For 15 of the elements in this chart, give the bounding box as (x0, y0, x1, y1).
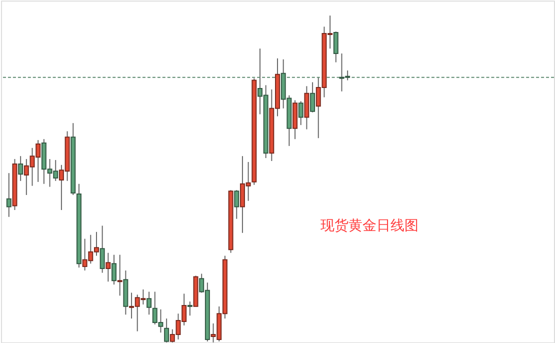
candlestick (298, 100, 304, 126)
candlestick (146, 291, 152, 316)
candlestick (117, 254, 122, 296)
candlestick (187, 301, 192, 316)
candlestick (112, 254, 116, 286)
candlestick (106, 252, 111, 282)
candlestick (310, 82, 316, 113)
candlestick (234, 190, 240, 220)
annotation: 现货黄金日线图 (320, 218, 419, 234)
candlestick (100, 225, 105, 274)
candlestick (333, 31, 338, 63)
candlestick (164, 318, 170, 343)
candlestick (304, 86, 310, 130)
candlestick (18, 156, 24, 182)
candlestick (6, 172, 12, 218)
